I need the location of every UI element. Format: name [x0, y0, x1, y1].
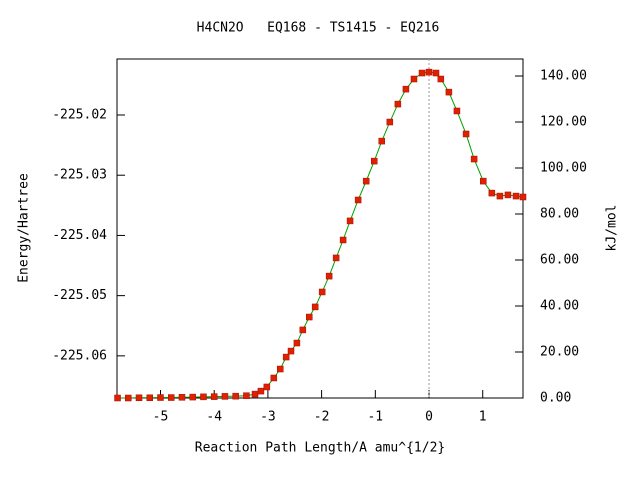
point: [332, 254, 340, 262]
y-tick-label: -225.03: [52, 168, 107, 183]
point: [114, 394, 121, 402]
y-axis-label: Energy/Hartree: [17, 173, 32, 283]
x-tick-label: 0: [425, 410, 433, 425]
point: [318, 288, 326, 296]
point: [437, 75, 445, 83]
point: [167, 394, 175, 401]
y2-tick-label: 20.00: [540, 345, 579, 360]
point: [402, 85, 410, 93]
point: [311, 303, 319, 311]
point: [232, 392, 239, 400]
point: [512, 192, 520, 200]
point: [189, 393, 196, 401]
point: [210, 393, 218, 400]
x-tick-label: -4: [206, 410, 222, 425]
point: [146, 394, 154, 402]
point: [453, 107, 461, 115]
point: [445, 88, 453, 96]
x-axis-label: Reaction Path Length/A amu^{1/2}: [195, 441, 445, 456]
point: [346, 217, 354, 225]
point: [270, 374, 278, 382]
point: [293, 339, 301, 347]
point: [362, 177, 370, 185]
point: [394, 100, 402, 108]
profile-line: [117, 71, 524, 399]
x-tick-label: -2: [314, 410, 330, 425]
point: [263, 383, 271, 391]
y2-tick-label: 40.00: [540, 299, 579, 314]
y2-tick-label: 100.00: [540, 161, 587, 176]
y2-tick-label: 120.00: [540, 115, 587, 130]
point: [370, 157, 378, 165]
y2-tick-label: 60.00: [540, 253, 579, 268]
point: [354, 196, 362, 204]
point: [470, 155, 478, 163]
x-tick-label: -3: [260, 410, 276, 425]
point: [135, 394, 143, 402]
point: [257, 387, 265, 395]
point: [418, 69, 426, 77]
point: [221, 393, 229, 400]
point: [410, 75, 418, 83]
y2-tick-label: 0.00: [540, 391, 571, 406]
point: [480, 177, 487, 185]
point: [488, 189, 496, 197]
point: [425, 68, 433, 76]
point: [496, 192, 504, 200]
point: [462, 130, 470, 138]
point: [243, 392, 250, 399]
x-tick-label: 1: [479, 410, 487, 425]
x-tick-label: -5: [153, 410, 169, 425]
point: [157, 394, 164, 401]
point: [287, 347, 295, 355]
point: [277, 365, 284, 373]
point: [282, 353, 290, 361]
y2-axis-label: kJ/mol: [605, 205, 620, 252]
point: [306, 313, 313, 321]
point: [325, 272, 333, 280]
chart-title: H4CN2O EQ168 - TS1415 - EQ216: [197, 21, 440, 36]
x-tick-label: -1: [367, 410, 383, 425]
point: [504, 191, 512, 199]
point: [519, 193, 527, 201]
y-tick-label: -225.04: [52, 228, 107, 243]
point: [432, 69, 440, 77]
point: [178, 394, 186, 401]
point: [299, 326, 307, 334]
y-tick-label: -225.06: [52, 348, 107, 363]
point: [378, 137, 386, 145]
y-tick-label: -225.05: [52, 288, 107, 303]
point: [339, 236, 347, 244]
y2-tick-label: 80.00: [540, 207, 579, 222]
point: [125, 394, 132, 402]
y-tick-label: -225.02: [52, 107, 107, 122]
plot-frame: [116, 58, 524, 399]
point: [386, 118, 394, 126]
point: [251, 390, 259, 398]
y2-tick-label: 140.00: [540, 69, 587, 84]
point: [200, 393, 207, 401]
